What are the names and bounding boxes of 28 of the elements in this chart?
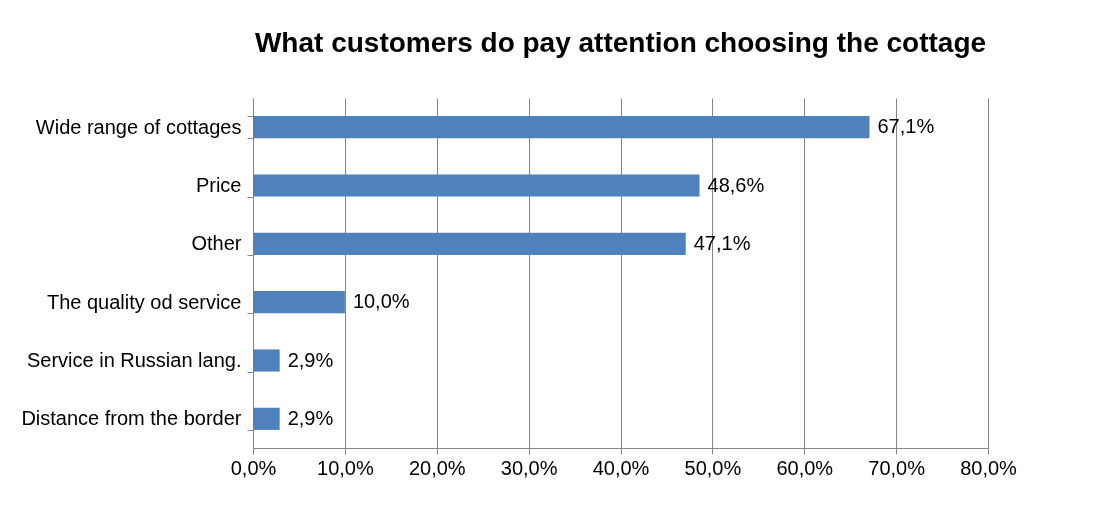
x-tick-label: 80,0%	[960, 456, 1018, 479]
data-label: 2,9%	[287, 348, 334, 371]
data-label: 2,9%	[287, 406, 334, 429]
bar	[253, 174, 700, 197]
data-label: 47,1%	[693, 231, 751, 254]
data-label: 10,0%	[352, 290, 410, 313]
y-tick-label: Price	[195, 174, 242, 196]
y-tick-label: The quality od service	[46, 290, 242, 313]
bar	[253, 349, 280, 372]
bar	[253, 232, 686, 255]
y-tick-label: Other	[191, 232, 242, 255]
chart-title: What customers do pay attention choosing the cottage	[254, 27, 987, 58]
x-tick-label: 70,0%	[868, 456, 926, 479]
x-tick-label: 10,0%	[317, 456, 374, 479]
x-tick-label: 30,0%	[500, 456, 558, 479]
x-tick-label: 50,0%	[684, 456, 742, 479]
bar	[253, 407, 280, 430]
data-label: 67,1%	[877, 115, 935, 138]
x-tick-label: 60,0%	[776, 456, 834, 479]
y-tick-label: Distance from the border	[21, 407, 242, 430]
x-tick-label: 0,0%	[230, 456, 277, 479]
bar	[253, 291, 345, 314]
x-tick-label: 40,0%	[592, 456, 650, 479]
y-tick-label: Service in Russian lang.	[26, 349, 242, 371]
y-tick-label: Wide range of cottages	[35, 115, 242, 138]
data-label: 48,6%	[707, 173, 765, 196]
x-tick-label: 20,0%	[408, 456, 466, 479]
bar	[253, 116, 870, 139]
